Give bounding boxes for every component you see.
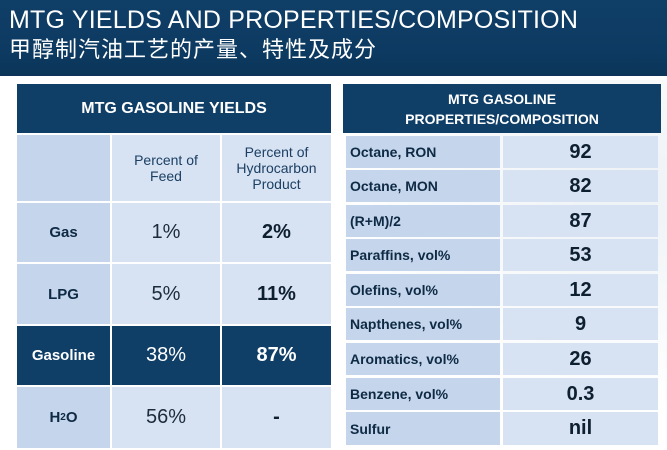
yields-table: MTG GASOLINE YIELDS Percent of Feed Perc…: [17, 84, 331, 448]
slide-header: MTG YIELDS AND PROPERTIES/COMPOSITION 甲醇…: [0, 0, 667, 76]
property-value: 92: [503, 136, 658, 168]
yields-feed-value: 38%: [112, 326, 220, 385]
slide-title: MTG YIELDS AND PROPERTIES/COMPOSITION: [9, 6, 579, 34]
property-label: Octane, RON: [346, 136, 500, 168]
yields-header-feed: Percent of Feed: [112, 135, 220, 201]
yields-product-value: 87%: [222, 326, 331, 385]
property-label: Paraffins, vol%: [346, 239, 500, 271]
property-value: 53: [503, 239, 658, 271]
property-label: Napthenes, vol%: [346, 308, 500, 340]
slide-subtitle: 甲醇制汽油工艺的产量、特性及成分: [9, 38, 378, 63]
h2o-h: H: [49, 409, 61, 426]
properties-title-line2: PROPERTIES/COMPOSITION: [405, 110, 599, 127]
property-value: 9: [503, 308, 658, 340]
yields-header-empty: [17, 135, 110, 201]
property-label: Benzene, vol%: [346, 378, 500, 410]
yields-feed-value: 56%: [112, 387, 220, 448]
yields-feed-value: 1%: [112, 203, 220, 262]
h2o-subscript: 2: [60, 412, 66, 423]
property-value: 87: [503, 205, 658, 237]
yields-row-label: Gas: [17, 203, 110, 262]
h2o-o: O: [65, 409, 78, 426]
property-label: Aromatics, vol%: [346, 343, 500, 375]
property-label: Olefins, vol%: [346, 274, 500, 306]
property-value: nil: [503, 412, 658, 445]
yields-table-title: MTG GASOLINE YIELDS: [17, 84, 331, 133]
yields-row-label: Gasoline: [17, 326, 110, 385]
property-value: 26: [503, 343, 658, 375]
property-label: (R+M)/2: [346, 205, 500, 237]
yields-product-value: 11%: [222, 264, 331, 324]
yields-product-value: 2%: [222, 203, 331, 262]
property-value: 82: [503, 170, 658, 202]
yields-feed-value: 5%: [112, 264, 220, 324]
properties-table: MTG GASOLINE PROPERTIES/COMPOSITION Octa…: [343, 84, 661, 448]
properties-title-line1: MTG GASOLINE: [447, 90, 557, 107]
yields-header-product: Percent of Hydrocarbon Product: [222, 135, 331, 201]
yields-product-value: -: [222, 387, 331, 448]
yields-row-label: LPG: [17, 264, 110, 324]
property-label: Sulfur: [346, 412, 500, 445]
properties-table-title: MTG GASOLINE PROPERTIES/COMPOSITION: [343, 84, 661, 133]
property-value: 12: [503, 274, 658, 306]
property-label: Octane, MON: [346, 170, 500, 202]
property-value: 0.3: [503, 378, 658, 410]
